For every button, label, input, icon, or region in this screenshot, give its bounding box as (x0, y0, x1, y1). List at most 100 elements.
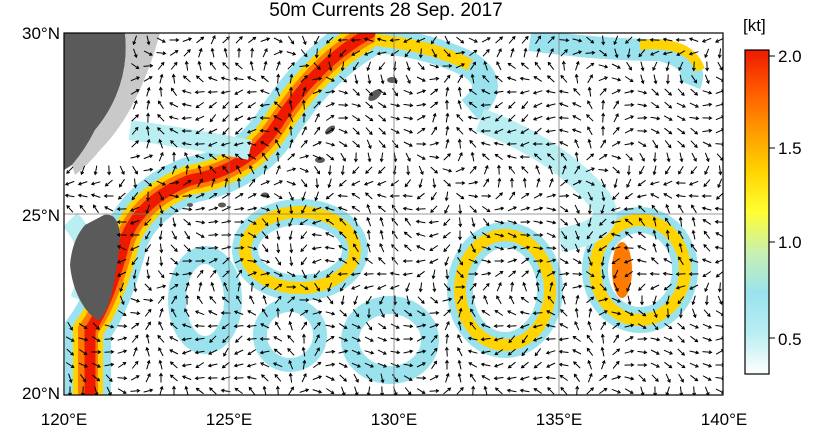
velocity-arrow (688, 193, 699, 198)
velocity-arrow (456, 192, 465, 200)
velocity-arrow (458, 217, 463, 228)
velocity-arrow (209, 269, 217, 278)
velocity-arrow (417, 127, 426, 135)
velocity-arrow (80, 386, 85, 395)
velocity-arrow (444, 204, 450, 214)
velocity-arrow (351, 362, 361, 368)
velocity-arrow (532, 90, 543, 95)
velocity-arrow (430, 347, 438, 356)
velocity-arrow (546, 310, 556, 316)
velocity-arrow (340, 282, 346, 292)
velocity-arrow (378, 89, 387, 96)
velocity-arrow (208, 387, 217, 395)
velocity-arrow (208, 258, 218, 264)
velocity-arrow (184, 308, 190, 318)
velocity-arrow (585, 50, 596, 55)
velocity-arrow (548, 48, 554, 58)
longitude-label-120e: 120°E (40, 410, 88, 429)
velocity-arrow (353, 373, 359, 383)
velocity-arrow (168, 115, 179, 120)
velocity-arrow (376, 271, 387, 276)
velocity-arrow (380, 386, 385, 395)
velocity-arrow (652, 308, 658, 319)
velocity-arrow (678, 373, 684, 383)
velocity-arrow (611, 141, 621, 147)
velocity-arrow (287, 153, 296, 161)
velocity-arrow (637, 363, 648, 368)
velocity-arrow (468, 194, 479, 199)
velocity-arrow (587, 256, 593, 267)
velocity-arrow (493, 337, 504, 342)
velocity-arrow (233, 324, 244, 329)
velocity-arrow (664, 101, 673, 109)
velocity-arrow (598, 297, 609, 302)
velocity-arrow (171, 164, 177, 175)
velocity-arrow (587, 359, 592, 370)
velocity-arrow (314, 191, 319, 202)
velocity-arrow (247, 219, 257, 225)
velocity-arrow (79, 374, 87, 383)
velocity-arrow (337, 193, 348, 198)
velocity-arrow (612, 192, 620, 201)
current-speed-band (528, 33, 703, 90)
velocity-arrow (480, 362, 491, 367)
velocity-arrow (600, 139, 606, 149)
velocity-arrow (429, 323, 440, 329)
velocity-arrow (169, 374, 178, 382)
velocity-arrow (379, 295, 385, 305)
velocity-arrow (677, 335, 685, 343)
velocity-arrow (143, 76, 153, 82)
velocity-arrow (559, 323, 569, 329)
velocity-arrow (665, 295, 670, 306)
velocity-arrow (653, 386, 658, 395)
velocity-arrow (312, 141, 322, 147)
velocity-arrow (367, 152, 372, 163)
velocity-arrow (521, 114, 529, 123)
velocity-arrow (313, 321, 321, 330)
velocity-arrow (338, 115, 349, 120)
velocity-arrow (79, 349, 88, 356)
velocity-arrow (703, 309, 711, 318)
velocity-arrow (704, 74, 710, 85)
velocity-arrow (495, 192, 504, 200)
velocity-arrow (637, 231, 646, 239)
eddy-hotspot (612, 242, 632, 298)
velocity-arrow (352, 115, 361, 122)
velocity-arrow (391, 140, 399, 149)
velocity-arrow (222, 114, 230, 123)
velocity-arrow (261, 244, 269, 253)
velocity-arrow (650, 362, 660, 368)
velocity-arrow (260, 374, 269, 382)
velocity-arrow (338, 179, 347, 187)
velocity-arrow (246, 128, 257, 134)
velocity-arrow (547, 75, 555, 83)
velocity-arrow (558, 102, 569, 108)
velocity-arrow (506, 376, 517, 381)
velocity-arrow (494, 153, 503, 161)
velocity-arrow (547, 61, 555, 70)
velocity-arrow (157, 127, 165, 135)
velocity-arrow (652, 139, 658, 149)
velocity-arrow (610, 207, 621, 212)
velocity-arrow (665, 203, 670, 214)
velocity-arrow (247, 206, 258, 211)
velocity-arrow (185, 164, 190, 175)
velocity-arrow (312, 76, 323, 81)
velocity-arrow (236, 165, 242, 175)
velocity-arrow (494, 233, 505, 238)
velocity-arrow (586, 334, 594, 343)
velocity-arrow (575, 385, 580, 395)
velocity-arrow (379, 308, 385, 318)
velocity-arrow (429, 64, 440, 69)
velocity-arrow (158, 138, 163, 149)
velocity-arrow (234, 193, 244, 199)
velocity-arrow (66, 205, 74, 213)
velocity-arrow (182, 258, 193, 263)
velocity-arrow (533, 206, 544, 211)
velocity-arrow (94, 386, 99, 395)
velocity-arrow (703, 243, 711, 252)
velocity-arrow (405, 282, 411, 293)
velocity-arrow (445, 125, 450, 136)
velocity-arrow (78, 362, 88, 368)
